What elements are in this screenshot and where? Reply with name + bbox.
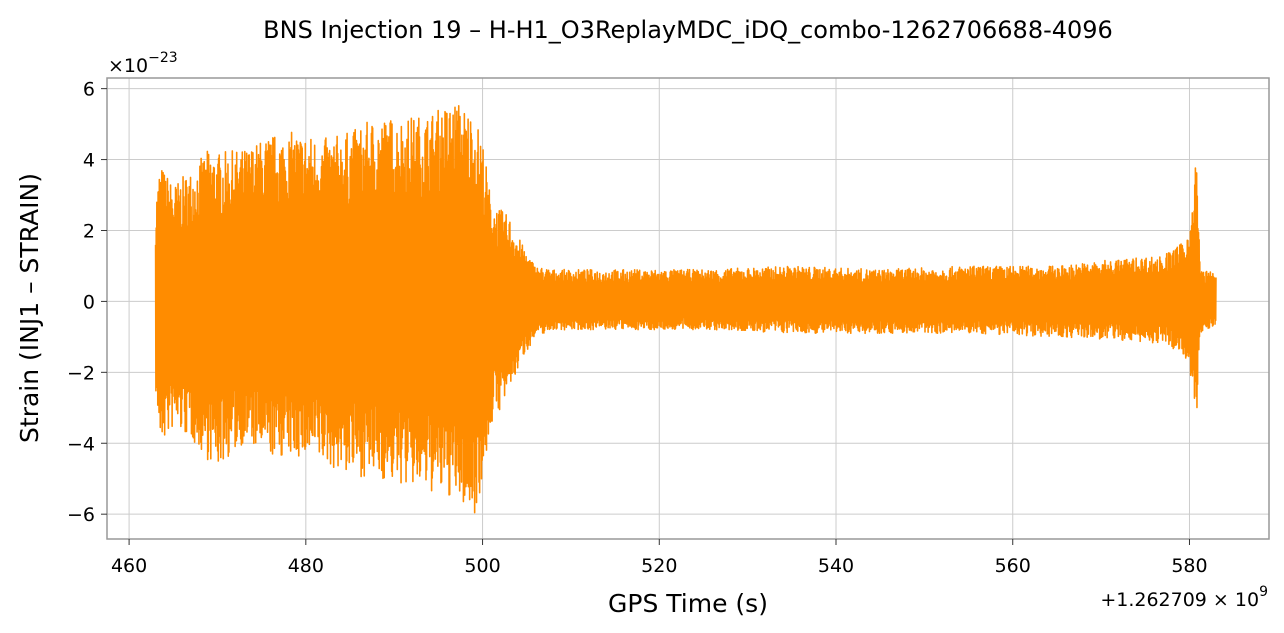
x-tick-label: 540 [818, 555, 854, 577]
svg-text:×10−23: ×10−23 [108, 50, 178, 77]
x-axis-label: GPS Time (s) [608, 589, 768, 618]
x-tick-label: 460 [111, 555, 147, 577]
y-tick-label: −6 [67, 504, 95, 526]
svg-text:+1.262709 × 109: +1.262709 × 109 [1100, 584, 1268, 611]
y-multiplier-base: ×10 [108, 55, 148, 77]
x-tick-label: 580 [1171, 555, 1207, 577]
x-tick-label: 480 [288, 555, 324, 577]
y-axis-label: Strain (INJ1 – STRAIN) [15, 173, 44, 443]
series-line [154, 105, 1217, 514]
plot-area [154, 105, 1217, 514]
x-offset-exponent: 9 [1259, 584, 1268, 600]
x-tick-label: 560 [995, 555, 1031, 577]
x-offset-label: +1.262709 × 109 [1100, 584, 1268, 611]
axes-frame [106, 77, 1270, 540]
x-tick-label: 520 [641, 555, 677, 577]
x-axis: 460 480 500 520 540 560 580 [111, 539, 1208, 577]
y-tick-label: 4 [83, 150, 95, 172]
y-tick-label: 6 [83, 79, 95, 101]
y-axis: −6 −4 −2 0 2 4 6 [67, 79, 107, 526]
chart-title: BNS Injection 19 – H-H1_O3ReplayMDC_iDQ_… [263, 16, 1113, 44]
y-multiplier-exponent: −23 [148, 50, 178, 66]
x-offset-base: +1.262709 × 10 [1100, 589, 1259, 611]
y-tick-label: −4 [67, 433, 95, 455]
y-tick-label: 0 [83, 291, 95, 313]
y-tick-label: 2 [83, 220, 95, 242]
x-tick-label: 500 [464, 555, 500, 577]
y-tick-label: −2 [67, 362, 95, 384]
y-multiplier-label: ×10−23 [108, 50, 178, 77]
